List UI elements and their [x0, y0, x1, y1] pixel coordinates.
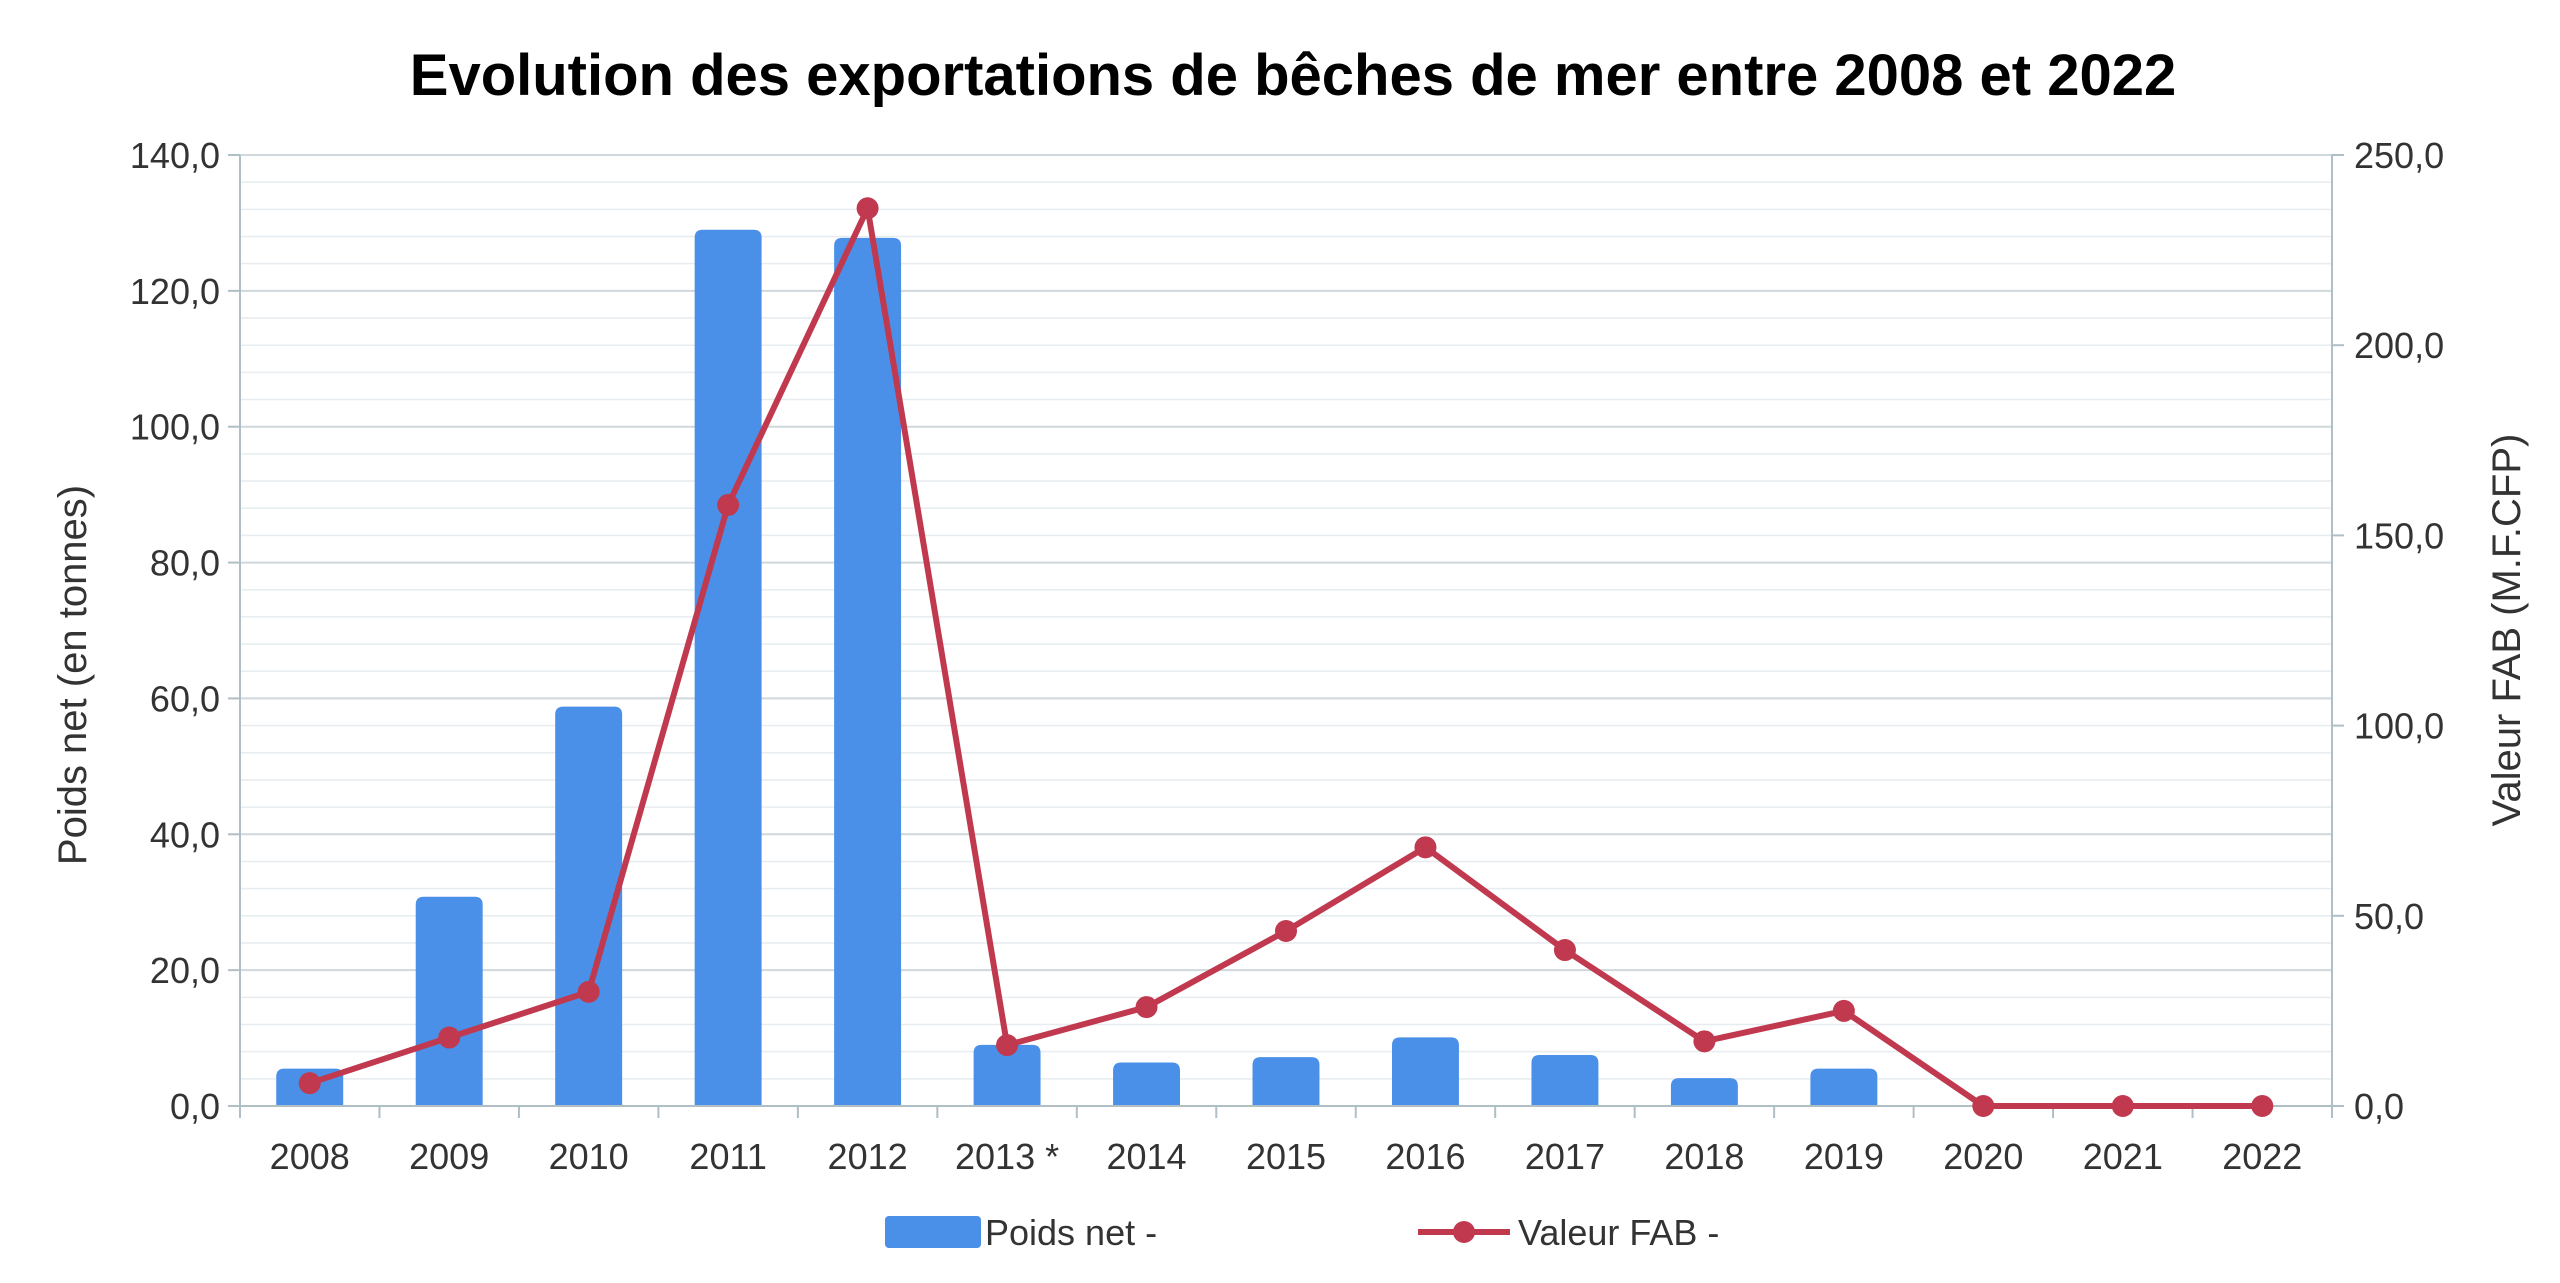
y2-tick-label: 200,0 — [2354, 325, 2444, 366]
bar — [555, 706, 623, 1106]
x-tick-label: 2016 — [1385, 1136, 1465, 1177]
y2-tick-label: 250,0 — [2354, 135, 2444, 176]
bar — [1391, 1037, 1459, 1106]
y2-tick-label: 50,0 — [2354, 896, 2424, 937]
y2-tick-label: 0,0 — [2354, 1086, 2404, 1127]
bar — [694, 229, 762, 1106]
bar — [973, 1044, 1041, 1106]
y-tick-label: 80,0 — [150, 543, 220, 584]
x-tick-label: 2015 — [1246, 1136, 1326, 1177]
x-tick-label: 2017 — [1525, 1136, 1605, 1177]
y2-tick-label: 100,0 — [2354, 706, 2444, 747]
line-point — [298, 1072, 321, 1095]
line-point — [2251, 1095, 2274, 1117]
x-tick-label: 2014 — [1106, 1136, 1186, 1177]
legend-swatch-marker — [1453, 1221, 1475, 1243]
y-tick-label: 60,0 — [150, 678, 220, 719]
axes — [228, 154, 2344, 1118]
y-tick-label: 0,0 — [170, 1086, 220, 1127]
bar — [1531, 1055, 1599, 1106]
gridlines — [240, 154, 2332, 1107]
x-tick-label: 2021 — [2083, 1136, 2163, 1177]
line-point — [1135, 996, 1158, 1019]
y-tick-label: 20,0 — [150, 950, 220, 991]
bar — [834, 237, 902, 1106]
y-tick-label: 140,0 — [130, 135, 220, 176]
line-point — [1972, 1095, 1995, 1117]
x-tick-label: 2018 — [1664, 1136, 1744, 1177]
y-axis-label: Poids net (en tonnes) — [51, 485, 95, 865]
bar — [1670, 1078, 1738, 1106]
line-point — [996, 1034, 1019, 1057]
bar — [1810, 1068, 1878, 1106]
line-point — [1693, 1030, 1716, 1053]
x-tick-label: 2020 — [1943, 1136, 2023, 1177]
x-tick-label: 2012 — [828, 1136, 908, 1177]
line-point — [856, 197, 879, 220]
y2-axis-label: Valeur FAB (M.F.CFP) — [2485, 434, 2529, 827]
line-series — [298, 197, 2274, 1117]
legend-label-line: Valeur FAB - — [1518, 1212, 1719, 1253]
bar — [1113, 1062, 1181, 1106]
chart-title: Evolution des exportations de bêches de … — [410, 43, 2176, 108]
y-tick-label: 120,0 — [130, 271, 220, 312]
line-point — [1832, 999, 1855, 1022]
line-point — [438, 1026, 461, 1049]
y2-tick-label: 150,0 — [2354, 515, 2444, 556]
x-tick-label: 2008 — [270, 1136, 350, 1177]
bar — [1252, 1057, 1320, 1106]
line-point — [577, 980, 600, 1003]
line-point — [1414, 836, 1437, 859]
x-tick-label: 2009 — [409, 1136, 489, 1177]
x-tick-label: 2011 — [689, 1136, 766, 1177]
line-point — [717, 493, 740, 516]
legend-label-bar: Poids net - — [985, 1212, 1157, 1253]
line-point — [2111, 1095, 2134, 1117]
line-point — [1553, 939, 1576, 962]
bar — [415, 896, 483, 1106]
line-point — [1275, 920, 1297, 943]
x-tick-label: 2022 — [2222, 1136, 2302, 1177]
y-tick-label: 40,0 — [150, 814, 220, 855]
legend: Poids net - Valeur FAB - — [885, 1212, 1719, 1253]
tick-labels: 0,0 20,0 40,0 60,0 80,0 100,0 120,0 140,0 0,0 50,… — [130, 135, 2444, 1177]
x-tick-label: 2013 * — [955, 1136, 1059, 1177]
x-tick-label: 2019 — [1804, 1136, 1884, 1177]
y-tick-label: 100,0 — [130, 407, 220, 448]
bar-series — [276, 229, 1878, 1106]
legend-swatch-bar — [885, 1216, 981, 1248]
x-tick-label: 2010 — [549, 1136, 629, 1177]
